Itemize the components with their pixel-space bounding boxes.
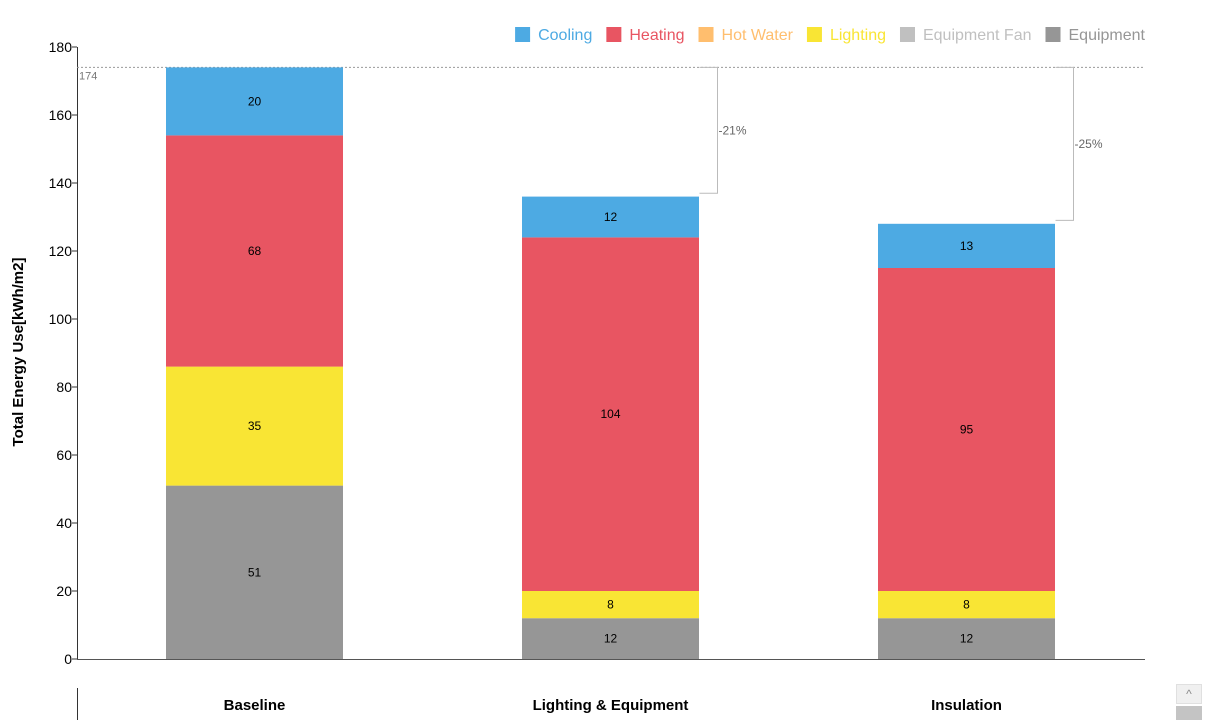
- bar-stack: 12 8 95 13: [878, 223, 1055, 659]
- bar-segment-heating: [166, 135, 343, 367]
- bar-segment-cooling: [166, 67, 343, 136]
- bar-value-label: 20: [248, 94, 262, 108]
- legend-swatch-hot-water[interactable]: [698, 27, 714, 42]
- x-tick-label: Lighting & Equipment: [533, 697, 689, 714]
- savings-annotations: -21% -25%: [699, 66, 1103, 221]
- bar-value-label: 104: [600, 407, 620, 421]
- bar-segment-heating: [878, 268, 1055, 591]
- legend-label: Lighting: [830, 27, 886, 44]
- legend-label: Heating: [629, 27, 684, 44]
- bar-value-label: 12: [604, 210, 618, 224]
- x-axis: Baseline Lighting & Equipment Insulation: [77, 659, 1145, 720]
- bar-segment-heating: [522, 237, 699, 591]
- y-tick-label: 140: [49, 175, 73, 191]
- bar-value-label: 51: [248, 565, 262, 579]
- legend-swatch-equipment[interactable]: [1045, 27, 1061, 42]
- bar-segment-lighting: [878, 591, 1055, 619]
- savings-bracket-line: [699, 66, 718, 194]
- y-axis-label: Total Energy Use[kWh/m2]: [10, 258, 27, 447]
- y-tick-label: 60: [56, 447, 72, 463]
- legend-swatch-cooling[interactable]: [515, 27, 531, 42]
- legend-label: Equipment Fan: [923, 27, 1032, 44]
- savings-percent-label: -21%: [719, 123, 747, 137]
- legend-label: Cooling: [538, 27, 592, 44]
- savings-percent-label: -25%: [1075, 137, 1103, 151]
- y-tick-label: 80: [56, 379, 72, 395]
- legend-swatch-lighting[interactable]: [806, 27, 822, 42]
- bar-value-label: 95: [960, 423, 974, 437]
- bar-value-label: 13: [960, 239, 974, 253]
- baseline-reference-label: 174: [79, 70, 97, 82]
- y-tick-label: 180: [49, 39, 73, 55]
- bar-segment-equipment: [522, 618, 699, 659]
- bar-segment-lighting: [522, 591, 699, 619]
- bar-segment-equipment: [166, 485, 343, 659]
- y-tick-label: 20: [56, 583, 72, 599]
- bar-segment-equipment: [878, 618, 1055, 659]
- bar-stack: 51 35 68 20: [166, 67, 343, 659]
- bar-value-label: 12: [960, 632, 974, 646]
- y-tick-label: 160: [49, 107, 73, 123]
- legend-label: Equipment: [1069, 27, 1146, 44]
- bar-value-label: 35: [248, 419, 262, 433]
- bar-segment-lighting: [166, 366, 343, 486]
- bar-value-label: 12: [604, 632, 618, 646]
- legend-swatch-heating[interactable]: [606, 27, 622, 42]
- bar-stack: 12 8 104 12: [522, 196, 699, 659]
- y-tick-label: 120: [49, 243, 73, 259]
- savings-bracket: -21%: [699, 66, 747, 194]
- legend-label: Hot Water: [722, 27, 794, 44]
- bars: 51 35 68 20 12 8 104 12 12 8 95 13: [166, 67, 1055, 659]
- scroll-up-button[interactable]: ^: [1176, 684, 1202, 704]
- bar-value-label: 8: [607, 598, 614, 612]
- legend-swatch-equipment-fan[interactable]: [899, 27, 915, 42]
- bar-segment-cooling: [878, 223, 1055, 268]
- savings-bracket: -25%: [1055, 66, 1103, 221]
- y-tick-label: 100: [49, 311, 73, 327]
- x-tick-label: Insulation: [931, 697, 1002, 714]
- y-tick-label: 40: [56, 515, 72, 531]
- bar-value-label: 8: [963, 598, 970, 612]
- scrollbar-thumb[interactable]: [1176, 706, 1202, 720]
- legend: Cooling Heating Hot Water Lighting Equipment…: [515, 27, 1146, 44]
- bar-value-label: 68: [248, 244, 262, 258]
- y-tick-label: 0: [64, 651, 72, 667]
- y-axis: 0 20 40 60 80 100 120 140 160 180: [49, 39, 78, 667]
- bar-segment-cooling: [522, 196, 699, 238]
- x-tick-label: Baseline: [224, 697, 286, 714]
- savings-bracket-line: [1055, 66, 1074, 221]
